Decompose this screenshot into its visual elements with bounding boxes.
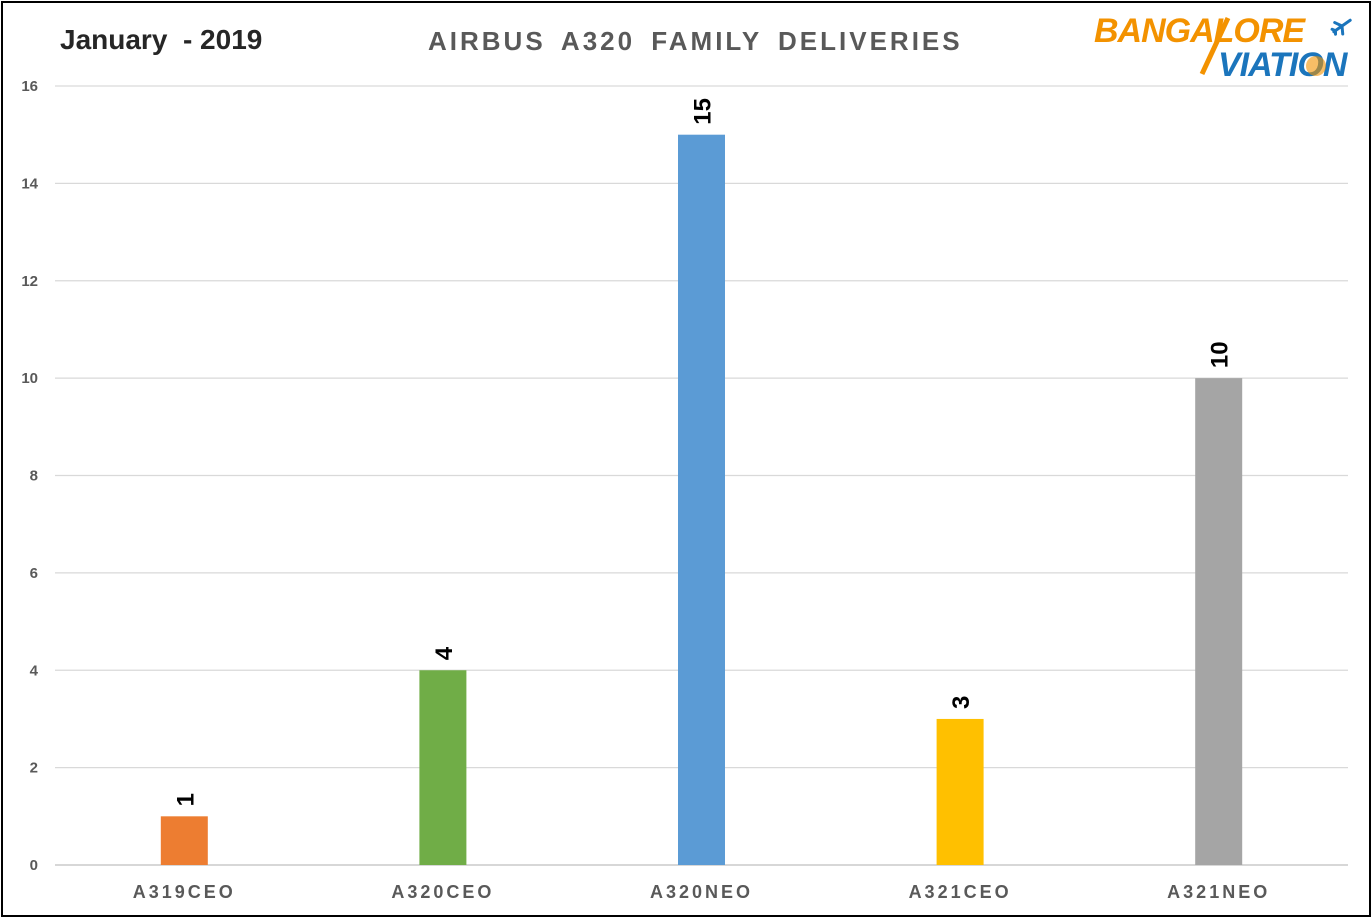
x-tick-label: A319CEO xyxy=(133,882,236,902)
data-label-a320neo: 15 xyxy=(690,98,717,125)
bangalore-aviation-logo: BANGALORE VIATION xyxy=(1094,12,1352,80)
data-label-a321ceo: 3 xyxy=(948,696,975,709)
bar-a320neo xyxy=(678,134,725,865)
y-tick-label: 8 xyxy=(30,468,38,485)
y-tick-label: 4 xyxy=(30,662,39,679)
bar-a321ceo xyxy=(936,718,984,865)
x-tick-label: A321NEO xyxy=(1167,882,1270,902)
logo-line2: VIATION xyxy=(1218,46,1349,80)
data-label-a321neo: 10 xyxy=(1207,341,1234,368)
y-tick-label: 2 xyxy=(30,760,38,777)
x-tick-label: A321CEO xyxy=(909,882,1012,902)
data-label-a319ceo: 1 xyxy=(172,793,199,806)
y-tick-label: 16 xyxy=(21,78,38,95)
y-tick-label: 0 xyxy=(30,857,38,874)
bar-a320ceo xyxy=(419,670,467,865)
logo-line1: BANGALORE xyxy=(1094,12,1306,50)
x-tick-label: A320NEO xyxy=(650,882,753,902)
x-tick-label: A320CEO xyxy=(391,882,494,902)
period-label: January - 2019 xyxy=(60,24,263,55)
y-tick-label: 6 xyxy=(30,565,38,582)
logo-swoosh xyxy=(1199,16,1231,76)
chart-title: AIRBUS A320 FAMILY DELIVERIES xyxy=(428,26,963,56)
bar-a321neo xyxy=(1195,378,1243,865)
data-label-a320ceo: 4 xyxy=(431,646,458,660)
y-tick-label: 14 xyxy=(21,175,38,192)
y-tick-label: 12 xyxy=(21,273,38,290)
airplane-icon xyxy=(1330,18,1352,36)
cloud-icon xyxy=(1306,56,1326,76)
bar-a319ceo xyxy=(160,816,208,865)
y-tick-label: 10 xyxy=(21,370,38,387)
